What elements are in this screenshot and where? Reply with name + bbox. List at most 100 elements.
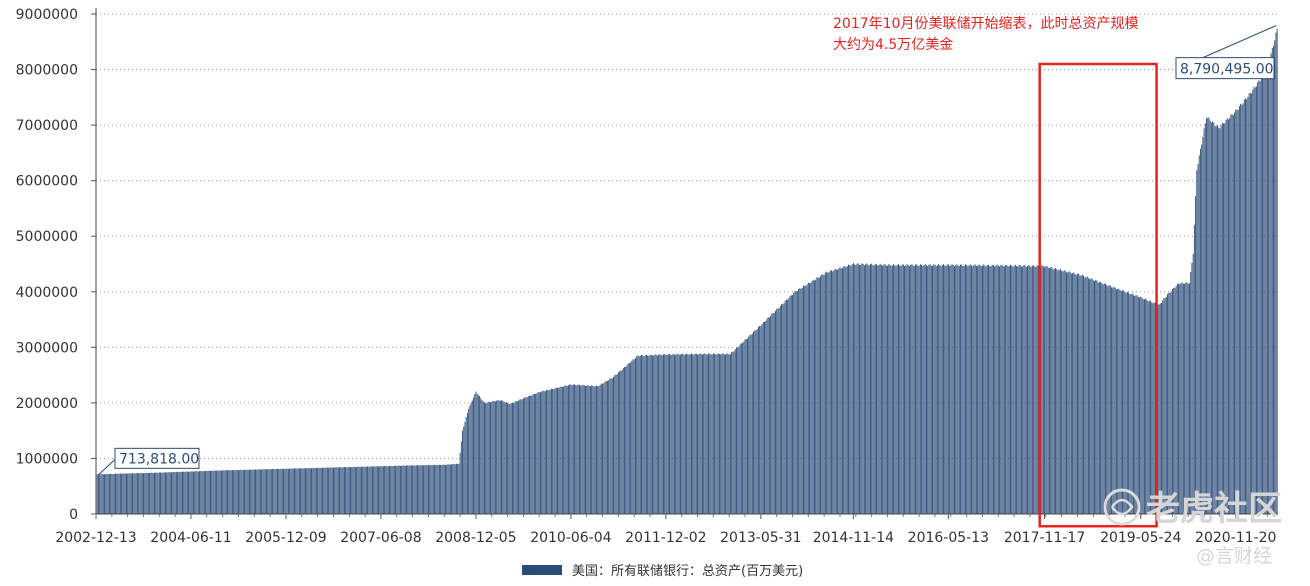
bar	[1086, 276, 1088, 514]
bar	[458, 463, 460, 514]
bar	[275, 468, 277, 514]
bar	[839, 267, 841, 514]
bar	[1148, 300, 1150, 514]
bar	[599, 384, 601, 514]
bar	[323, 467, 325, 514]
bar	[907, 264, 909, 514]
bar	[606, 381, 608, 514]
bar	[129, 473, 131, 514]
bar	[546, 390, 548, 514]
bar	[535, 394, 537, 514]
bar	[569, 384, 571, 514]
bar	[205, 470, 207, 514]
bar	[537, 392, 539, 514]
bar	[771, 313, 773, 514]
bar	[1199, 148, 1201, 515]
bar	[1223, 123, 1225, 514]
bar	[950, 265, 952, 514]
bar	[99, 474, 101, 514]
bar	[1063, 270, 1065, 514]
bar	[632, 359, 634, 514]
bar	[196, 471, 198, 514]
bar	[850, 265, 852, 514]
bar	[1002, 266, 1004, 514]
bar	[1254, 87, 1256, 515]
bar	[143, 473, 144, 514]
bar	[186, 471, 188, 514]
bar	[919, 264, 921, 514]
bar	[452, 463, 454, 514]
bar	[678, 354, 680, 514]
bar	[410, 465, 412, 514]
bar	[917, 265, 919, 514]
bar	[895, 266, 897, 514]
bar	[974, 264, 976, 514]
bar	[1010, 264, 1011, 514]
legend-label: 美国：所有联储银行：总资产(百万美元)	[572, 564, 803, 579]
bar	[121, 473, 123, 514]
bar	[611, 378, 613, 514]
bar	[1215, 126, 1217, 514]
bar	[393, 465, 395, 514]
bar	[832, 271, 834, 514]
bar	[826, 271, 828, 514]
bar	[319, 468, 321, 514]
bar	[984, 265, 986, 514]
bar	[717, 353, 719, 514]
bar	[1013, 265, 1015, 514]
bar	[247, 469, 249, 514]
bar	[963, 265, 965, 514]
bar	[1030, 266, 1032, 514]
bar	[217, 470, 219, 514]
bar	[777, 308, 779, 514]
bar	[350, 467, 351, 514]
bar	[1178, 283, 1179, 514]
bar	[553, 389, 555, 514]
bar	[365, 466, 367, 514]
bar	[566, 385, 568, 514]
bar	[313, 467, 315, 514]
bar	[235, 469, 237, 514]
bar	[380, 466, 382, 514]
bar	[1097, 282, 1099, 514]
bar	[1145, 298, 1147, 514]
bar	[183, 471, 185, 514]
bar	[440, 464, 442, 514]
bar	[342, 467, 344, 514]
bar	[184, 471, 186, 514]
bar	[108, 473, 110, 514]
bar	[408, 465, 410, 514]
bar	[1256, 86, 1257, 515]
bar	[538, 392, 540, 514]
bar	[933, 264, 935, 514]
bar	[1022, 266, 1024, 514]
bar	[966, 264, 968, 514]
bar	[884, 264, 886, 514]
bar	[704, 353, 706, 514]
bar	[1098, 282, 1100, 514]
bar	[930, 265, 932, 514]
bar	[1108, 285, 1110, 514]
bar	[765, 321, 767, 514]
bar	[682, 353, 684, 514]
bar	[643, 356, 645, 514]
bar	[263, 469, 265, 514]
bar	[1141, 297, 1143, 514]
bar	[939, 265, 941, 514]
bar	[330, 467, 332, 514]
bar	[194, 471, 196, 514]
bar	[346, 467, 348, 514]
bar	[982, 265, 983, 514]
bar	[1265, 71, 1267, 514]
bar	[1016, 266, 1018, 514]
bar	[681, 353, 683, 514]
bar	[486, 402, 488, 514]
bar	[1053, 268, 1055, 514]
callout-start: 713,818.00	[98, 447, 200, 475]
bar	[775, 310, 776, 514]
bar	[223, 470, 225, 514]
bar	[762, 321, 764, 514]
bar	[795, 291, 797, 514]
bar	[152, 472, 154, 514]
bar	[809, 283, 811, 514]
